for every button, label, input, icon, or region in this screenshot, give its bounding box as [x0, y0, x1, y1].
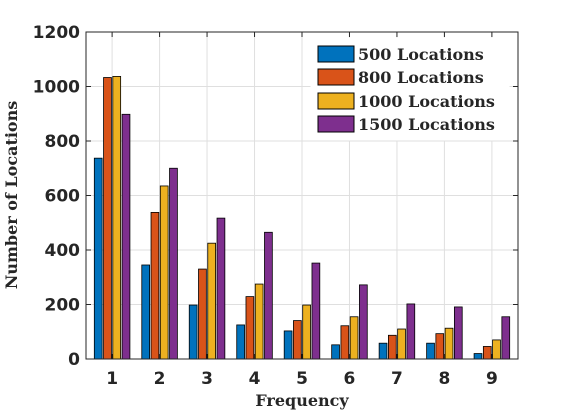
y-tick-labels: 0 200 400 600 800 1000 1200: [33, 23, 80, 370]
bar-series-1-cat-9: [473, 353, 483, 360]
legend-label-800: 800 Locations: [358, 68, 484, 87]
x-tick-label: 2: [154, 369, 166, 389]
y-tick-label: 1000: [33, 78, 80, 98]
bar-series-3-cat-2: [159, 185, 169, 360]
bar-series-2-cat-5: [293, 320, 302, 360]
x-tick-label: 8: [438, 369, 450, 389]
bar-series-2-cat-3: [198, 268, 207, 360]
bar-series-3-cat-5: [302, 304, 311, 360]
bar-series-2-cat-1: [103, 77, 112, 360]
bar-series-1-cat-3: [188, 304, 198, 360]
y-axis-label: Number of Locations: [2, 101, 21, 290]
bar-series-3-cat-4: [254, 283, 264, 360]
y-tick-label: 1200: [33, 23, 80, 43]
x-tick-label: 1: [106, 369, 118, 389]
y-tick-label: 400: [45, 241, 81, 261]
x-tick-label: 5: [296, 369, 308, 389]
bar-series-3-cat-1: [112, 76, 122, 360]
legend-swatch-800: [317, 68, 355, 86]
bar-series-2-cat-8: [435, 333, 445, 360]
bar-series-4-cat-8: [453, 306, 463, 360]
bar-series-4-cat-9: [501, 316, 511, 360]
y-tick-label: 800: [45, 132, 81, 152]
legend-swatch-1500: [317, 115, 355, 133]
x-axis-label: Frequency: [255, 391, 349, 410]
bar-series-4-cat-3: [216, 217, 226, 360]
y-tick-label: 200: [45, 296, 81, 316]
tick-marks: [86, 31, 518, 360]
x-tick-label: 4: [249, 369, 261, 389]
bar-series-3-cat-9: [492, 339, 501, 360]
bar-series-2-cat-4: [245, 296, 255, 360]
x-tick-label: 3: [201, 369, 213, 389]
legend-label-1000: 1000 Locations: [358, 92, 495, 111]
x-tick-labels: 1 2 3 4 5 6 7 8 9: [106, 369, 498, 389]
x-tick-label: 9: [486, 369, 498, 389]
bar-series-4-cat-7: [406, 303, 416, 360]
bar-series-4-cat-2: [169, 167, 178, 360]
bar-series-2-cat-2: [150, 211, 160, 360]
y-tick-label: 0: [68, 350, 80, 370]
bar-series-3-cat-6: [349, 316, 359, 360]
bar-series-3-cat-8: [444, 327, 454, 360]
x-tick-label: 6: [344, 369, 356, 389]
y-tick-label: 600: [45, 187, 81, 207]
bar-series-2-cat-7: [387, 334, 397, 360]
bar-series-4-cat-5: [311, 262, 321, 360]
bar-series-3-cat-7: [397, 328, 406, 360]
bar-series-1-cat-7: [378, 342, 388, 360]
bar-series-1-cat-1: [93, 157, 103, 360]
legend-label-1500: 1500 Locations: [358, 115, 495, 134]
bar-series-4-cat-4: [264, 231, 273, 360]
bar-series-2-cat-6: [340, 325, 350, 360]
bar-series-2-cat-9: [482, 346, 492, 360]
legend-swatch-1000: [317, 92, 355, 110]
legend-label-500: 500 Locations: [358, 45, 484, 64]
bar-series-1-cat-5: [283, 330, 293, 360]
bar-series-4-cat-1: [121, 113, 131, 360]
legend-swatch-500: [317, 45, 355, 63]
bar-series-1-cat-8: [426, 342, 435, 360]
legend: 500 Locations 800 Locations 1000 Locatio…: [310, 37, 510, 141]
bar-series-4-cat-6: [359, 284, 368, 360]
bar-series-1-cat-4: [236, 324, 245, 360]
bar-series-3-cat-3: [207, 242, 217, 360]
bar-series-1-cat-2: [141, 264, 151, 360]
x-tick-label: 7: [391, 369, 403, 389]
bar-series-1-cat-6: [331, 344, 340, 360]
